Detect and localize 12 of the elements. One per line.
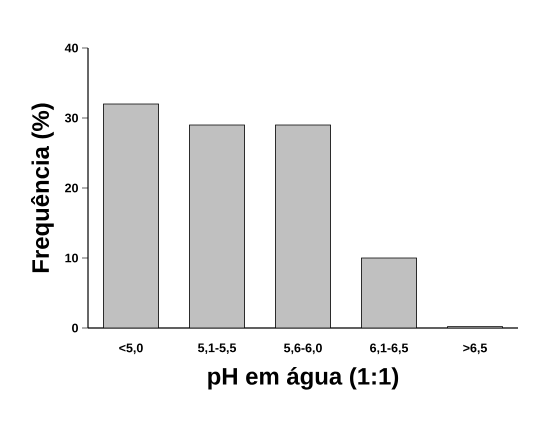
y-tick-label: 40: [64, 44, 78, 52]
y-tick-label: 10: [65, 254, 78, 262]
x-tick-label: <5,0: [119, 344, 143, 354]
x-tick-label: 6,1-6,5: [370, 344, 408, 354]
x-axis-title: pH em água (1:1): [208, 366, 398, 390]
x-tick-label: 5,1-5,5: [198, 344, 236, 354]
y-tick-label: 30: [64, 114, 78, 122]
x-tick-label: >6,5: [463, 344, 487, 354]
y-axis-title: Frequência (%): [30, 104, 54, 272]
y-tick-label: 0: [72, 324, 78, 332]
x-tick-label: 5,6-6,0: [284, 344, 322, 354]
y-tick-label: 20: [65, 184, 78, 192]
